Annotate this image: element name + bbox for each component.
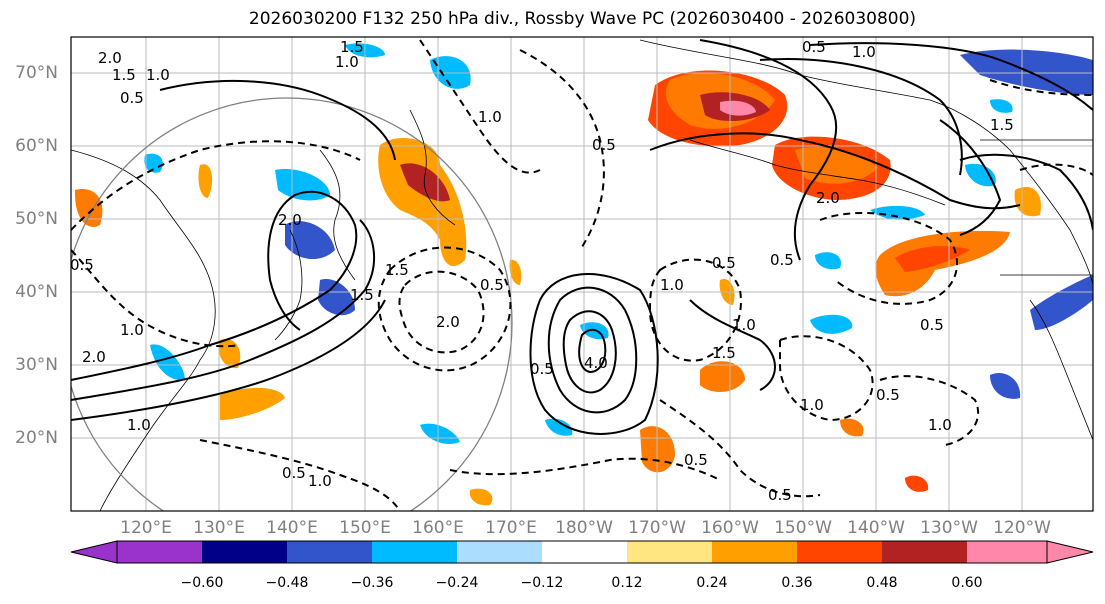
colorbar-tick: 0.60 bbox=[951, 575, 983, 591]
colorbar-bin bbox=[542, 541, 627, 563]
contour-label: 0.5 bbox=[770, 251, 794, 269]
negative-divergence-shading bbox=[144, 43, 1093, 445]
solid-contours bbox=[71, 39, 1093, 435]
contour-label: 1.0 bbox=[308, 472, 332, 490]
contour-label: 1.5 bbox=[385, 261, 409, 279]
contour-label: 2.0 bbox=[98, 49, 122, 67]
lat-label-20n: 20°N bbox=[15, 428, 58, 448]
lon-label: 180°W bbox=[555, 518, 613, 538]
lon-label: 170°E bbox=[485, 518, 537, 538]
lon-label: 170°W bbox=[628, 518, 686, 538]
lon-label: 160°W bbox=[701, 518, 759, 538]
contour-label: 1.0 bbox=[478, 108, 502, 126]
colorbar-tick: −0.24 bbox=[435, 575, 479, 591]
map-title: 2026030200 F132 250 hPa div., Rossby Wav… bbox=[248, 9, 917, 29]
lat-label-40n: 40°N bbox=[15, 282, 58, 302]
coastlines bbox=[71, 39, 1093, 511]
map-frame bbox=[70, 36, 1094, 512]
contour-label: 1.5 bbox=[712, 344, 736, 362]
lon-label: 140°E bbox=[266, 518, 318, 538]
colorbar-bin bbox=[372, 541, 457, 563]
colorbar-bin bbox=[882, 541, 967, 563]
colorbar-bin bbox=[627, 541, 712, 563]
contour-label: 1.0 bbox=[732, 316, 756, 334]
lon-label: 130°W bbox=[920, 518, 978, 538]
contour-label: 1.0 bbox=[928, 416, 952, 434]
lon-label: 150°E bbox=[339, 518, 391, 538]
contour-label: 1.0 bbox=[146, 66, 170, 84]
contour-label: 0.5 bbox=[70, 256, 94, 274]
contour-label: 1.5 bbox=[350, 286, 374, 304]
colorbar-bin bbox=[967, 541, 1047, 563]
contour-label: 2.0 bbox=[278, 211, 302, 229]
lon-label: 160°E bbox=[412, 518, 464, 538]
contour-label: 0.5 bbox=[920, 316, 944, 334]
colorbar-extend-high bbox=[1046, 540, 1094, 564]
contour-label: 0.5 bbox=[480, 276, 504, 294]
contour-label: 0.5 bbox=[530, 360, 554, 378]
colorbar-bin bbox=[797, 541, 882, 563]
colorbar-bin bbox=[287, 541, 372, 563]
contour-label: 4.0 bbox=[584, 354, 608, 372]
contour-label: 2.0 bbox=[816, 189, 840, 207]
colorbar-bin bbox=[117, 541, 202, 563]
colorbar-tick: −0.12 bbox=[520, 575, 564, 591]
contour-label: 0.5 bbox=[802, 38, 826, 56]
colorbar-tick: −0.60 bbox=[180, 575, 224, 591]
colorbar-tick: 0.12 bbox=[611, 575, 643, 591]
colorbar-tick: −0.36 bbox=[350, 575, 394, 591]
colorbar-tick: 0.48 bbox=[866, 575, 898, 591]
colorbar-tick: 0.24 bbox=[696, 575, 728, 591]
colorbar bbox=[70, 540, 1094, 564]
contour-label: 1.5 bbox=[990, 116, 1014, 134]
contour-label: 0.5 bbox=[282, 464, 306, 482]
lon-label: 150°W bbox=[774, 518, 832, 538]
contour-label: 0.5 bbox=[592, 136, 616, 154]
lon-label: 130°E bbox=[193, 518, 245, 538]
contour-labels: 2.0 1.5 1.0 0.5 1.5 1.0 0.5 1.0 0.5 1.0 … bbox=[70, 38, 1014, 504]
lat-label-60n: 60°N bbox=[15, 136, 58, 156]
contour-label: 1.0 bbox=[120, 321, 144, 339]
lat-label-30n: 30°N bbox=[15, 355, 58, 375]
colorbar-bin bbox=[712, 541, 797, 563]
colorbar-tick: −0.48 bbox=[265, 575, 309, 591]
contour-label: 0.5 bbox=[684, 451, 708, 469]
contour-label: 0.5 bbox=[712, 254, 736, 272]
dashed-contours bbox=[71, 39, 1093, 511]
colorbar-bin bbox=[457, 541, 542, 563]
contour-label: 1.0 bbox=[852, 43, 876, 61]
contour-label: 2.0 bbox=[82, 348, 106, 366]
lon-label: 120°E bbox=[120, 518, 172, 538]
contour-label: 1.0 bbox=[127, 416, 151, 434]
colorbar-tick: 0.36 bbox=[781, 575, 813, 591]
map-panel: 2.0 1.5 1.0 0.5 1.5 1.0 0.5 1.0 0.5 1.0 … bbox=[70, 37, 1093, 511]
contour-label: 2.0 bbox=[436, 313, 460, 331]
contour-label: 0.5 bbox=[768, 486, 792, 504]
lon-label: 120°W bbox=[993, 518, 1051, 538]
colorbar-extend-low bbox=[70, 540, 118, 564]
lat-label-70n: 70°N bbox=[15, 63, 58, 83]
lon-label: 140°W bbox=[847, 518, 905, 538]
colorbar-bin bbox=[202, 541, 287, 563]
lat-label-50n: 50°N bbox=[15, 209, 58, 229]
range-circle bbox=[71, 97, 513, 511]
contour-label: 1.0 bbox=[660, 276, 684, 294]
contour-label: 0.5 bbox=[120, 89, 144, 107]
contour-label: 1.5 bbox=[112, 66, 136, 84]
contour-label: 1.0 bbox=[800, 396, 824, 414]
contour-label: 0.5 bbox=[876, 386, 900, 404]
contour-label: 1.0 bbox=[335, 53, 359, 71]
contour-label: 1.5 bbox=[340, 38, 364, 56]
